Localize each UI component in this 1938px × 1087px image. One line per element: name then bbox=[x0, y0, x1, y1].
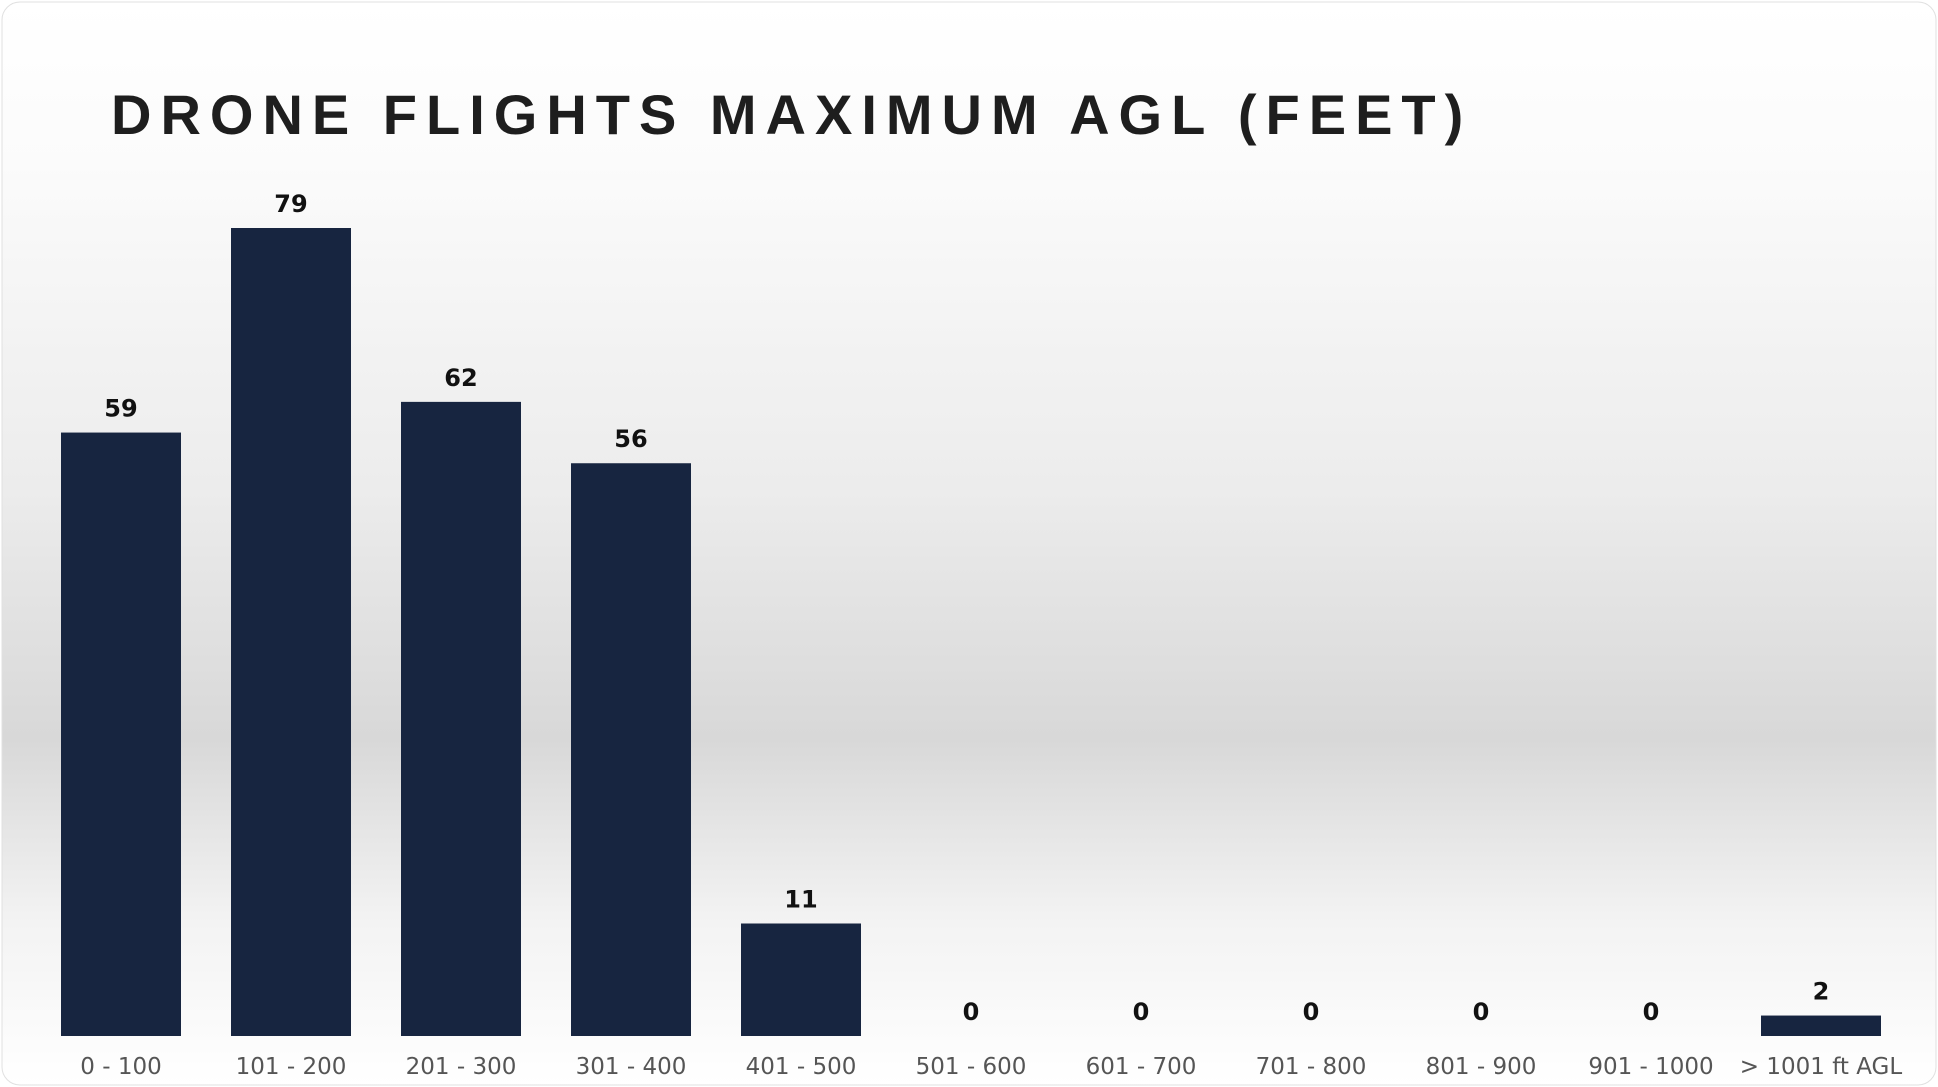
data-label: 56 bbox=[614, 425, 647, 453]
data-label: 62 bbox=[444, 364, 477, 392]
bar bbox=[571, 463, 691, 1037]
data-label: 0 bbox=[963, 998, 980, 1026]
plot-area: 59 0 - 100 79 101 - 200 62 201 - 300 56 301 - 4… bbox=[61, 190, 1902, 1080]
x-tick-label: 101 - 200 bbox=[236, 1054, 347, 1080]
x-tick-label: 301 - 400 bbox=[576, 1054, 687, 1080]
x-tick-label: > 1001 ft AGL bbox=[1740, 1054, 1903, 1080]
x-tick-label: 201 - 300 bbox=[406, 1054, 517, 1080]
data-label: 2 bbox=[1813, 978, 1830, 1006]
x-tick-label: 701 - 800 bbox=[1256, 1054, 1367, 1080]
data-label: 79 bbox=[274, 190, 307, 218]
chart-title: DRONE FLIGHTS MAXIMUM AGL (FEET) bbox=[111, 83, 1472, 146]
bar bbox=[741, 923, 861, 1036]
bar bbox=[401, 401, 521, 1036]
data-label: 59 bbox=[104, 395, 137, 423]
data-label: 0 bbox=[1303, 998, 1320, 1026]
x-tick-label: 0 - 100 bbox=[80, 1054, 161, 1080]
x-tick-label: 501 - 600 bbox=[916, 1054, 1027, 1080]
x-tick-label: 801 - 900 bbox=[1426, 1054, 1537, 1080]
bar bbox=[231, 228, 351, 1036]
data-label: 0 bbox=[1133, 998, 1150, 1026]
x-tick-label: 901 - 1000 bbox=[1588, 1054, 1713, 1080]
data-label: 0 bbox=[1473, 998, 1490, 1026]
bar bbox=[61, 432, 181, 1036]
data-label: 0 bbox=[1643, 998, 1660, 1026]
bar bbox=[1761, 1015, 1881, 1036]
data-label: 11 bbox=[784, 885, 817, 913]
x-tick-label: 601 - 700 bbox=[1086, 1054, 1197, 1080]
x-tick-label: 401 - 500 bbox=[746, 1054, 857, 1080]
